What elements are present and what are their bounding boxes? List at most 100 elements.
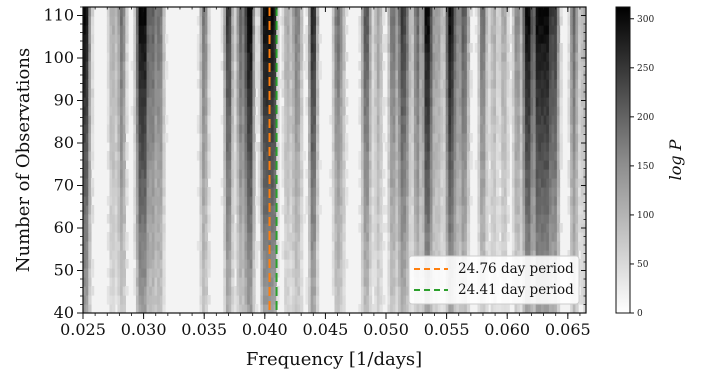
heatmap-cell [514,187,518,197]
heatmap-cell [300,79,304,89]
heatmap-cell [432,178,436,188]
heatmap-cell [260,205,264,215]
heatmap-cell [366,133,370,143]
heatmap-cell [458,178,463,188]
heatmap-cell [247,43,251,53]
heatmap-cell [247,124,251,134]
heatmap-cell [223,268,227,278]
heatmap-cell [527,142,532,152]
heatmap-cell [157,241,161,251]
heatmap-cell [445,124,449,134]
heatmap-cell [149,16,153,26]
heatmap-cell [376,7,381,17]
heatmap-cell [408,214,412,224]
heatmap-cell [398,151,402,161]
heatmap-cell [199,133,203,143]
heatmap-cell [255,241,259,251]
heatmap-cell [540,61,545,71]
heatmap-cell [260,277,264,287]
heatmap-cell [273,259,277,269]
heatmap-cell [450,250,455,260]
heatmap-cell [112,241,116,251]
heatmap-cell [429,232,434,242]
heatmap-cell [474,43,479,53]
heatmap-cell [146,106,150,116]
heatmap-cell [435,97,439,107]
heatmap-cell [276,124,280,134]
heatmap-cell [141,196,145,206]
heatmap-cell [257,16,261,26]
heatmap-cell [199,304,203,313]
heatmap-cell [575,124,579,134]
heatmap-cell [265,205,269,215]
heatmap-cell [228,70,232,80]
heatmap-cell [424,250,428,260]
heatmap-cell [548,70,553,80]
heatmap-cell [416,142,420,152]
heatmap-cell [149,295,153,305]
heatmap-cell [276,34,280,44]
heatmap-cell [501,160,505,170]
heatmap-cell [514,241,518,251]
heatmap-cell [398,34,402,44]
heatmap-cell [525,223,529,233]
heatmap-cell [120,43,124,53]
heatmap-cell [310,16,314,26]
heatmap-cell [114,106,119,116]
heatmap-cell [477,79,481,89]
heatmap-cell [398,241,402,251]
heatmap-cell [392,205,396,215]
heatmap-cell [273,304,277,313]
heatmap-cell [231,187,235,197]
heatmap-cell [419,52,423,62]
heatmap-cell [363,16,367,26]
heatmap-cell [90,70,95,80]
heatmap-cell [429,88,434,98]
heatmap-cell [292,97,296,107]
heatmap-cell [435,34,439,44]
heatmap-cell [490,70,494,80]
heatmap-cell [490,97,494,107]
heatmap-cell [461,16,465,26]
heatmap-cell [583,43,586,53]
heatmap-cell [543,151,547,161]
heatmap-cell [310,133,314,143]
heatmap-cell [395,178,399,188]
heatmap-cell [284,169,288,179]
heatmap-cell [109,61,113,71]
heatmap-cell [485,304,489,313]
heatmap-cell [300,214,304,224]
heatmap-cell [133,169,137,179]
heatmap-cell [289,97,293,107]
heatmap-cell [146,97,150,107]
heatmap-cell [421,196,426,206]
heatmap-cell [374,169,378,179]
heatmap-cell [358,34,362,44]
heatmap-cell [580,196,584,206]
heatmap-cell [413,25,418,35]
heatmap-cell [233,178,238,188]
heatmap-cell [358,304,362,313]
heatmap-cell [289,196,293,206]
heatmap-cell [154,268,158,278]
heatmap-cell [263,232,267,242]
heatmap-cell [464,304,468,313]
heatmap-cell [480,43,484,53]
heatmap-cell [318,70,322,80]
heatmap-cell [146,34,150,44]
heatmap-cell [572,304,577,313]
heatmap-cell [450,160,455,170]
heatmap-cell [488,7,492,17]
heatmap-cell [265,7,269,17]
heatmap-cell [461,34,465,44]
heatmap-cell [244,214,248,224]
heatmap-cell [339,124,344,134]
heatmap-cell [408,34,412,44]
heatmap-cell [294,169,299,179]
heatmap-cell [509,52,513,62]
heatmap-cell [572,88,577,98]
heatmap-cell [538,142,542,152]
heatmap-cell [416,151,420,161]
heatmap-cell [387,124,391,134]
heatmap-cell [297,124,301,134]
